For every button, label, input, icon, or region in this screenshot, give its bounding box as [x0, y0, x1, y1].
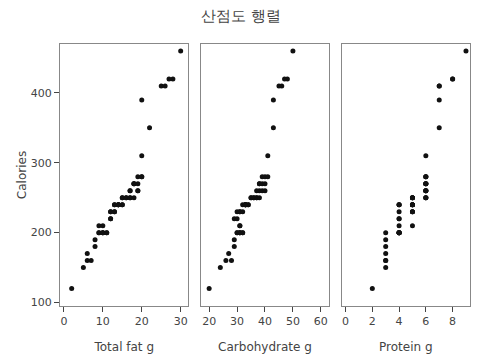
svg-text:50: 50 — [286, 315, 300, 328]
svg-text:2: 2 — [369, 315, 376, 328]
svg-text:300: 300 — [31, 157, 52, 170]
svg-text:Total fat g: Total fat g — [93, 340, 154, 354]
svg-text:40: 40 — [258, 315, 272, 328]
svg-text:400: 400 — [31, 87, 52, 100]
svg-text:8: 8 — [449, 315, 456, 328]
svg-text:Carbohydrate g: Carbohydrate g — [218, 340, 312, 354]
svg-text:0: 0 — [342, 315, 349, 328]
svg-text:10: 10 — [96, 315, 110, 328]
svg-text:20: 20 — [202, 315, 216, 328]
svg-text:0: 0 — [60, 315, 67, 328]
svg-text:30: 30 — [230, 315, 244, 328]
svg-text:Protein g: Protein g — [379, 340, 433, 354]
svg-text:30: 30 — [174, 315, 188, 328]
svg-text:6: 6 — [422, 315, 429, 328]
svg-text:200: 200 — [31, 226, 52, 239]
svg-text:20: 20 — [135, 315, 149, 328]
svg-text:산점도 행렬: 산점도 행렬 — [201, 7, 281, 25]
svg-text:Calories: Calories — [15, 151, 29, 199]
svg-text:60: 60 — [314, 315, 328, 328]
svg-text:100: 100 — [31, 296, 52, 309]
svg-text:4: 4 — [396, 315, 403, 328]
